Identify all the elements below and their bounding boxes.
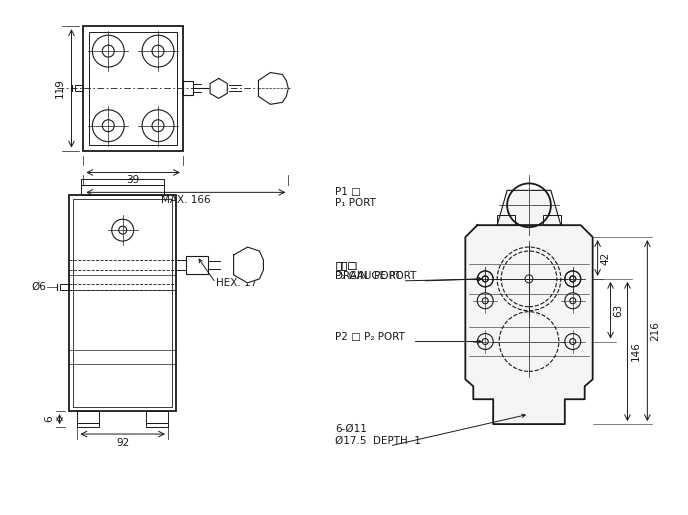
Text: Ø17.5  DEPTH  1: Ø17.5 DEPTH 1	[335, 436, 421, 446]
Text: 146: 146	[630, 341, 641, 362]
Text: 漾流□: 漾流□	[335, 260, 357, 270]
Text: 測壓□: 測壓□	[335, 260, 357, 270]
Text: 39: 39	[127, 176, 140, 185]
Bar	[81, 179, 164, 185]
Text: 6: 6	[45, 416, 54, 422]
Bar	[83, 26, 183, 150]
Bar	[89, 32, 177, 145]
Text: 6-Ø11: 6-Ø11	[335, 424, 367, 434]
Text: DRAIN  PORT: DRAIN PORT	[335, 271, 401, 281]
Bar	[74, 199, 172, 407]
Bar	[69, 195, 176, 411]
Text: P1 □: P1 □	[335, 187, 361, 197]
Bar	[78, 423, 99, 427]
Text: P₁ PORT: P₁ PORT	[335, 198, 376, 208]
Bar	[60, 284, 69, 290]
Bar	[76, 85, 83, 91]
Text: 63: 63	[614, 303, 623, 317]
Text: HEX. 17: HEX. 17	[216, 278, 257, 288]
Polygon shape	[465, 225, 592, 424]
Bar	[81, 185, 164, 195]
Bar	[543, 215, 561, 225]
Bar	[186, 256, 208, 274]
Text: P2 □ P₂ PORT: P2 □ P₂ PORT	[335, 332, 405, 341]
Text: P₂ GAUGE PORT: P₂ GAUGE PORT	[335, 271, 416, 281]
Bar	[78, 411, 99, 423]
Polygon shape	[259, 73, 288, 105]
Bar	[497, 215, 515, 225]
Bar	[146, 411, 168, 423]
Text: 216: 216	[650, 321, 660, 340]
Polygon shape	[234, 247, 264, 283]
Text: 119: 119	[54, 78, 65, 98]
Bar	[183, 81, 193, 95]
Text: 92: 92	[116, 438, 129, 448]
Bar	[146, 423, 168, 427]
Polygon shape	[497, 191, 561, 225]
Text: Ø6: Ø6	[32, 282, 47, 292]
Text: 42: 42	[601, 251, 610, 265]
Polygon shape	[210, 78, 227, 98]
Text: MAX. 166: MAX. 166	[161, 195, 211, 205]
